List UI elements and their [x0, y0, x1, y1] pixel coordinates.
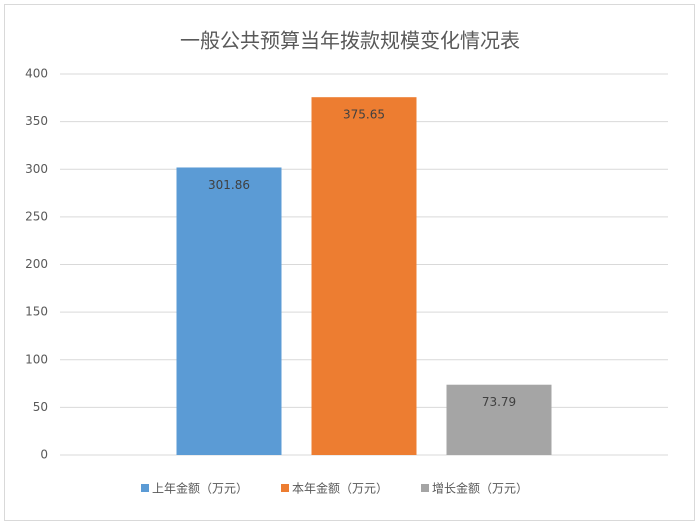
y-tick-label: 400: [25, 67, 48, 81]
bar: [311, 97, 417, 456]
y-tick-label: 0: [40, 448, 48, 462]
y-tick-label: 150: [25, 305, 48, 319]
chart-title: 一般公共预算当年拨款规模变化情况表: [180, 29, 520, 53]
data-label: 375.65: [343, 108, 385, 122]
y-tick-label: 300: [25, 162, 48, 176]
legend-swatch: [141, 484, 149, 492]
y-tick-label: 100: [25, 352, 48, 366]
legend-swatch: [421, 484, 429, 492]
y-tick-label: 50: [33, 400, 48, 414]
legend-swatch: [281, 484, 289, 492]
data-label: 301.86: [208, 178, 250, 192]
y-tick-label: 250: [25, 209, 48, 223]
y-tick-label: 350: [25, 114, 48, 128]
bar: [446, 384, 552, 455]
legend-label: 增长金额（万元）: [432, 481, 528, 496]
legend-label: 上年金额（万元）: [152, 481, 248, 496]
data-label: 73.79: [482, 395, 516, 409]
legend-label: 本年金额（万元）: [292, 481, 388, 496]
bar: [176, 167, 282, 456]
y-tick-label: 200: [25, 257, 48, 271]
